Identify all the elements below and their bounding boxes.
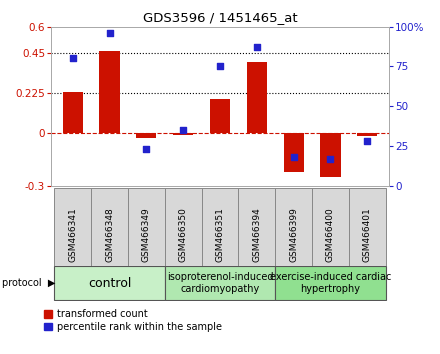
Text: exercise-induced cardiac
hypertrophy: exercise-induced cardiac hypertrophy	[270, 272, 391, 294]
Bar	[247, 62, 267, 133]
Bar	[202, 188, 238, 266]
Text: protocol  ▶: protocol ▶	[2, 278, 55, 288]
Bar	[165, 266, 275, 300]
Text: GSM466351: GSM466351	[216, 207, 224, 262]
Bar	[275, 188, 312, 266]
Bar	[165, 188, 202, 266]
Text: control: control	[88, 277, 131, 290]
Bar	[275, 266, 386, 300]
Bar	[136, 133, 157, 138]
Bar	[238, 188, 275, 266]
Bar	[173, 133, 193, 135]
Point	[216, 64, 224, 69]
Text: GSM466348: GSM466348	[105, 207, 114, 262]
Bar	[128, 188, 165, 266]
Text: GSM466394: GSM466394	[252, 207, 261, 262]
Text: GSM466399: GSM466399	[289, 207, 298, 262]
Point	[364, 138, 371, 144]
Text: GSM466401: GSM466401	[363, 207, 372, 262]
Bar	[312, 188, 349, 266]
Bar	[210, 99, 230, 133]
Text: GDS3596 / 1451465_at: GDS3596 / 1451465_at	[143, 11, 297, 24]
Text: isoproterenol-induced
cardiomyopathy: isoproterenol-induced cardiomyopathy	[167, 272, 273, 294]
Legend: transformed count, percentile rank within the sample: transformed count, percentile rank withi…	[44, 309, 222, 332]
Point	[180, 127, 187, 133]
Bar	[54, 188, 91, 266]
Bar	[349, 188, 386, 266]
Bar	[54, 266, 165, 300]
Text: GSM466349: GSM466349	[142, 207, 151, 262]
Text: GSM466400: GSM466400	[326, 207, 335, 262]
Text: GSM466350: GSM466350	[179, 207, 188, 262]
Point	[290, 154, 297, 160]
Bar	[91, 188, 128, 266]
Bar	[62, 92, 83, 133]
Bar	[283, 133, 304, 172]
Bar	[357, 133, 378, 136]
Point	[69, 56, 76, 61]
Point	[327, 156, 334, 161]
Point	[253, 45, 260, 50]
Point	[143, 147, 150, 152]
Bar	[320, 133, 341, 177]
Text: GSM466341: GSM466341	[68, 207, 77, 262]
Point	[106, 30, 113, 36]
Bar	[99, 51, 120, 133]
